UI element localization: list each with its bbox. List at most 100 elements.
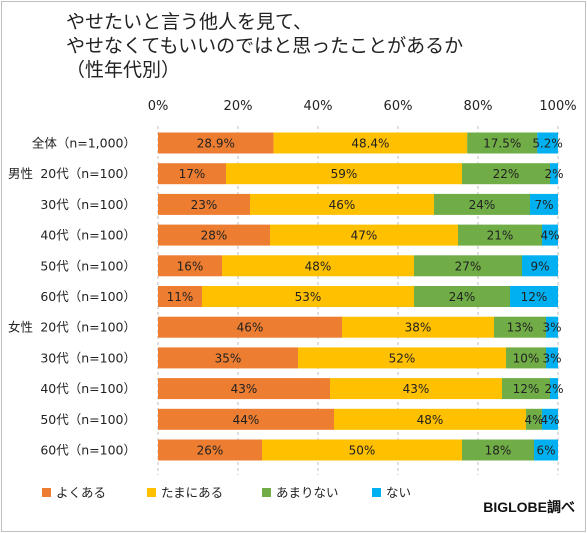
data-label: 35% — [215, 351, 242, 365]
data-label: 3% — [542, 321, 561, 335]
bar-segment — [158, 255, 222, 277]
data-label: 48% — [305, 259, 332, 273]
x-tick-label: 100% — [539, 99, 576, 114]
bar-segment — [542, 408, 558, 430]
data-label: 24% — [449, 290, 476, 304]
data-label: 7% — [534, 198, 553, 212]
bar-segment — [334, 408, 526, 430]
bar-segment — [462, 163, 550, 185]
data-label: 53% — [295, 290, 322, 304]
bar-segment — [414, 286, 510, 307]
category-label: 全体（n=1,000） — [32, 136, 136, 151]
data-label: 4% — [540, 413, 559, 427]
bar-segment — [526, 408, 542, 430]
title-line-3: （性年代別） — [66, 59, 181, 81]
data-label: 52% — [389, 351, 416, 365]
chart-title: やせたいと言う他人を見て、 やせなくてもいいのではと思ったことがあるか （性年代… — [66, 10, 463, 82]
data-label: 21% — [487, 229, 514, 243]
data-label: 28.9% — [197, 137, 235, 151]
bar-segment — [226, 163, 462, 185]
bar-segment — [522, 255, 558, 277]
category-label: 40代（n=100） — [40, 228, 136, 243]
legend-label: ない — [386, 485, 411, 500]
legend-label: よくある — [56, 485, 106, 500]
data-label: 23% — [191, 198, 218, 212]
bar-segment — [530, 193, 558, 215]
data-label: 50% — [349, 444, 376, 458]
title-line-2: やせなくてもいいのではと思ったことがあるか — [66, 35, 464, 57]
data-label: 4% — [540, 229, 559, 243]
bar-segment — [534, 439, 558, 461]
bar-segment — [467, 132, 538, 154]
category-label: 60代（n=100） — [40, 289, 136, 304]
legend-swatch — [372, 488, 381, 497]
data-label: 26% — [197, 444, 224, 458]
data-label: 18% — [485, 444, 512, 458]
bar-segment — [222, 255, 414, 277]
data-label: 10% — [513, 351, 540, 365]
data-label: 9% — [530, 259, 549, 273]
legend-label: たまにある — [161, 485, 223, 500]
bar-segment — [434, 193, 530, 215]
source-credit: BIGLOBE調べ — [483, 499, 575, 515]
data-label: 17.5% — [483, 137, 521, 151]
bar-segment — [158, 378, 330, 400]
x-tick-label: 0% — [148, 99, 169, 114]
data-label: 48.4% — [351, 137, 389, 151]
bar-segment — [158, 408, 334, 430]
x-tick-label: 80% — [464, 99, 493, 114]
category-label: 60代（n=100） — [40, 443, 136, 458]
bar-segment — [158, 286, 202, 307]
bar-segment — [537, 132, 558, 154]
bar-segment — [342, 316, 494, 338]
bar-segment — [158, 163, 226, 185]
bar-segment — [414, 255, 522, 277]
title-line-1: やせたいと言う他人を見て、 — [66, 11, 313, 33]
x-tick-label: 20% — [224, 99, 253, 114]
category-label: 50代（n=100） — [40, 412, 136, 427]
bar-segment — [494, 316, 546, 338]
bar-segment — [458, 224, 542, 246]
data-label: 16% — [177, 259, 204, 273]
bar-segment — [546, 316, 558, 338]
data-label: 46% — [329, 198, 356, 212]
bar-segment — [262, 439, 462, 461]
bar-segment — [158, 132, 274, 154]
bar-segment — [330, 378, 502, 400]
bar-segment — [158, 439, 262, 461]
data-label: 43% — [231, 382, 258, 396]
x-tick-label: 40% — [304, 99, 333, 114]
data-label: 38% — [405, 321, 432, 335]
legend-swatch — [262, 488, 271, 497]
bar-segment — [158, 316, 342, 338]
group-label: 男性 — [8, 166, 33, 181]
bar-segment — [550, 378, 558, 400]
data-label: 6% — [536, 444, 555, 458]
data-label: 44% — [233, 413, 260, 427]
bar-segment — [158, 224, 270, 246]
bar-segment — [462, 439, 534, 461]
data-label: 48% — [417, 413, 444, 427]
data-label: 12% — [521, 290, 548, 304]
data-label: 28% — [201, 229, 228, 243]
bar-segment — [250, 193, 434, 215]
bar-segment — [298, 347, 506, 369]
data-label: 22% — [493, 167, 520, 181]
data-label: 47% — [351, 229, 378, 243]
bar-segment — [506, 347, 546, 369]
data-label: 2% — [544, 382, 563, 396]
data-label: 12% — [513, 382, 540, 396]
group-label: 女性 — [8, 320, 33, 335]
category-label: 20代（n=100） — [40, 166, 136, 181]
category-label: 30代（n=100） — [40, 197, 136, 212]
bar-segment — [158, 347, 298, 369]
bar-segment — [502, 378, 550, 400]
bar-segment — [550, 163, 558, 185]
bar-segment — [158, 193, 250, 215]
category-label: 40代（n=100） — [40, 381, 136, 396]
category-label: 30代（n=100） — [40, 350, 136, 365]
data-label: 3% — [542, 351, 561, 365]
bar-segment — [273, 132, 468, 154]
data-label: 59% — [331, 167, 358, 181]
